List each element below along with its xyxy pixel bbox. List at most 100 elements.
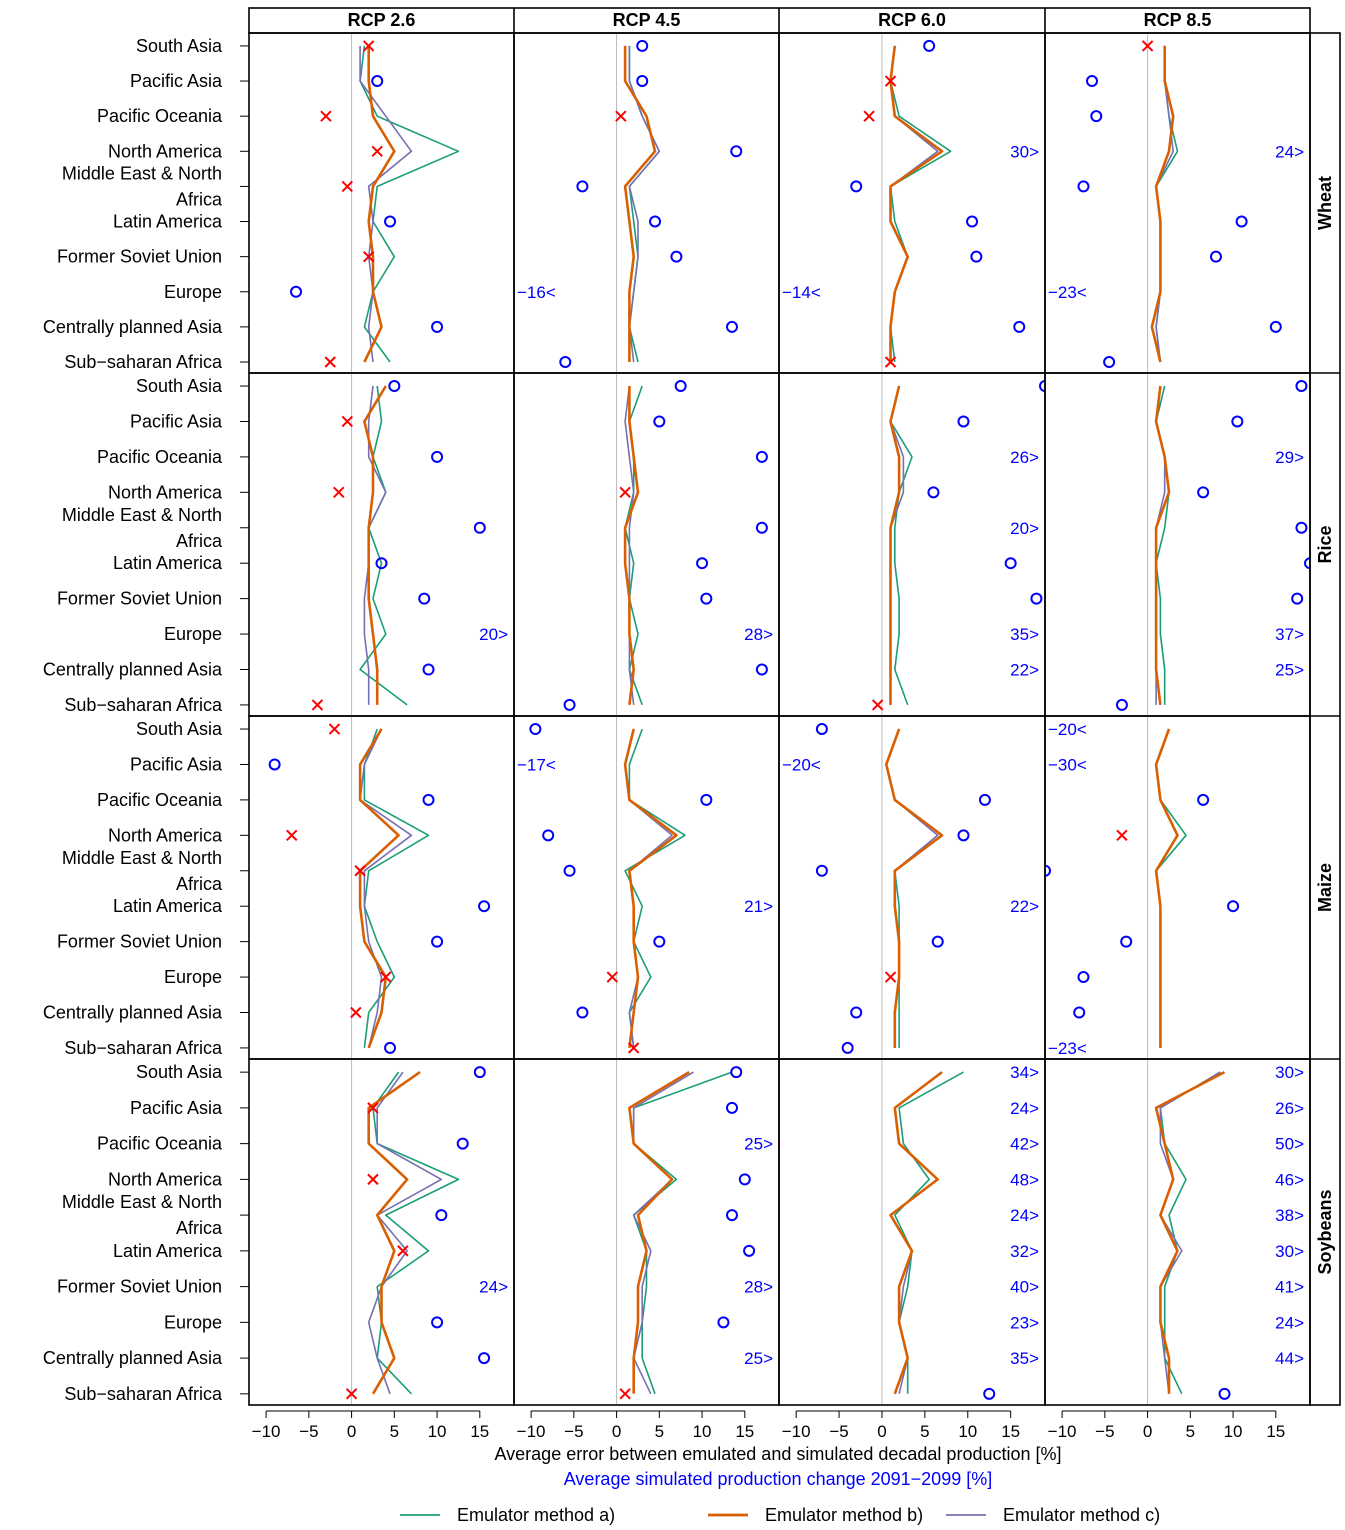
- change-marker-cross: [320, 110, 332, 122]
- series-line-method-c: [359, 728, 413, 1049]
- x-tick-label: 15: [1001, 1422, 1020, 1441]
- x-tick-label: 5: [390, 1422, 399, 1441]
- panel-soybeans-3: 30> 26> 50> 46> 38> 30> 41> 24> 44>: [1147, 1059, 1304, 1405]
- series-line-method-b: [628, 1070, 690, 1394]
- change-marker-circle: [478, 900, 491, 913]
- region-label: Middle East & North: [62, 1192, 222, 1212]
- panel-title: RCP 6.0: [878, 10, 946, 30]
- panel-rice-3: 29> 37> 25>: [1115, 373, 1310, 716]
- x-axis-group: −10 −5 0 5 10 15 −10 −5 0 5 10 15 −10 −5 0 5 10 15 −10 −5 0 5…: [252, 1410, 1285, 1441]
- change-marker-circle: [730, 1066, 743, 1079]
- series-line-method-a: [632, 1071, 733, 1395]
- change-marker-cross: [884, 971, 897, 983]
- x-tick-label: 15: [470, 1422, 489, 1441]
- x-axis-label-secondary: Average simulated production change 2091…: [564, 1469, 992, 1489]
- series-line-method-a: [372, 1071, 460, 1395]
- region-label: Sub−saharan Africa: [64, 352, 223, 372]
- change-marker-cross: [619, 486, 631, 499]
- overflow-label: 34>: [1010, 1063, 1039, 1082]
- change-marker-circle: [957, 415, 970, 428]
- change-marker-circle: [1295, 521, 1308, 534]
- change-marker-circle: [670, 250, 683, 263]
- region-label: Former Soviet Union: [57, 247, 222, 267]
- change-marker-circle: [755, 521, 768, 534]
- change-marker-circle: [576, 180, 589, 193]
- region-label: South Asia: [136, 376, 223, 396]
- change-marker-circle: [456, 1137, 469, 1150]
- region-label: Sub−saharan Africa: [64, 1384, 223, 1404]
- change-marker-circle: [700, 592, 713, 605]
- overflow-label: 21>: [744, 897, 773, 916]
- change-marker-circle: [542, 829, 555, 842]
- change-marker-circle: [743, 1244, 756, 1257]
- x-tick-label: −10: [517, 1422, 546, 1441]
- series-line-method-c: [889, 1071, 943, 1394]
- panel-maize-0: [268, 716, 491, 1059]
- region-label: Africa: [176, 1218, 223, 1238]
- panel-frame: [513, 1058, 780, 1406]
- change-marker-circle: [388, 380, 401, 393]
- crop-label: Rice: [1315, 525, 1335, 563]
- change-marker-circle: [725, 1209, 738, 1222]
- overflow-label: 26>: [1010, 448, 1039, 467]
- region-label: Centrally planned Asia: [43, 1348, 223, 1368]
- panel-frame: [778, 372, 1046, 717]
- series-line-method-b: [363, 385, 387, 705]
- change-marker-circle: [563, 864, 576, 877]
- overflow-label: 28>: [744, 1278, 773, 1297]
- region-label: Former Soviet Union: [57, 932, 222, 952]
- panel-frame: [1044, 32, 1311, 374]
- change-marker-cross: [871, 699, 884, 711]
- series-line-method-a: [359, 385, 408, 706]
- x-tick-label: 10: [1224, 1422, 1243, 1441]
- change-marker-circle: [290, 285, 303, 298]
- change-marker-circle: [1030, 592, 1043, 605]
- region-label: Centrally planned Asia: [43, 1002, 223, 1022]
- overflow-label: 25>: [744, 1135, 773, 1154]
- overflow-label: 25>: [744, 1349, 773, 1368]
- region-label: Sub−saharan Africa: [64, 695, 223, 715]
- overflow-label: 41>: [1275, 1278, 1304, 1297]
- overflow-label: 20>: [479, 625, 508, 644]
- series-line-method-a: [624, 385, 643, 706]
- series-line-method-c: [889, 45, 939, 362]
- change-marker-circle: [529, 723, 542, 736]
- change-marker-circle: [957, 829, 970, 842]
- overflow-label: 22>: [1010, 897, 1039, 916]
- change-marker-circle: [970, 250, 983, 263]
- region-label: Europe: [164, 1312, 222, 1332]
- region-label: Pacific Asia: [130, 71, 223, 91]
- x-tick-label: 5: [920, 1422, 929, 1441]
- change-marker-cross: [884, 75, 897, 87]
- change-marker-circle: [738, 1173, 751, 1186]
- change-marker-circle: [649, 215, 662, 228]
- x-tick-label: −5: [564, 1422, 583, 1441]
- region-label: Africa: [176, 874, 223, 894]
- overflow-label: 28>: [744, 625, 773, 644]
- region-label-group: South Asia Pacific Asia Pacific Oceania Nor…: [43, 36, 249, 1404]
- change-marker-circle: [850, 1006, 863, 1019]
- overflow-label: 20>: [1010, 519, 1039, 538]
- crop-label: Maize: [1315, 863, 1335, 912]
- panel-frame: [1044, 1058, 1311, 1406]
- x-tick-label: 0: [612, 1422, 621, 1441]
- region-label: South Asia: [136, 36, 223, 56]
- change-marker-cross: [350, 1006, 362, 1019]
- overflow-label: 23>: [1010, 1313, 1039, 1332]
- change-marker-circle: [576, 1006, 589, 1019]
- change-marker-circle: [1115, 698, 1128, 711]
- region-label: Latin America: [113, 212, 223, 232]
- region-label: North America: [108, 482, 223, 502]
- change-marker-circle: [431, 935, 444, 948]
- region-label: Former Soviet Union: [57, 589, 222, 609]
- x-tick-label: 5: [655, 1422, 664, 1441]
- change-marker-cross: [324, 356, 336, 368]
- change-marker-circle: [696, 557, 709, 570]
- change-marker-circle: [725, 320, 738, 333]
- change-marker-circle: [371, 75, 384, 88]
- series-line-method-b: [358, 728, 400, 1049]
- overflow-label: 30>: [1010, 142, 1039, 161]
- x-tick-label: 15: [735, 1422, 754, 1441]
- change-marker-circle: [384, 1041, 397, 1054]
- crop-strip: [1309, 32, 1341, 1406]
